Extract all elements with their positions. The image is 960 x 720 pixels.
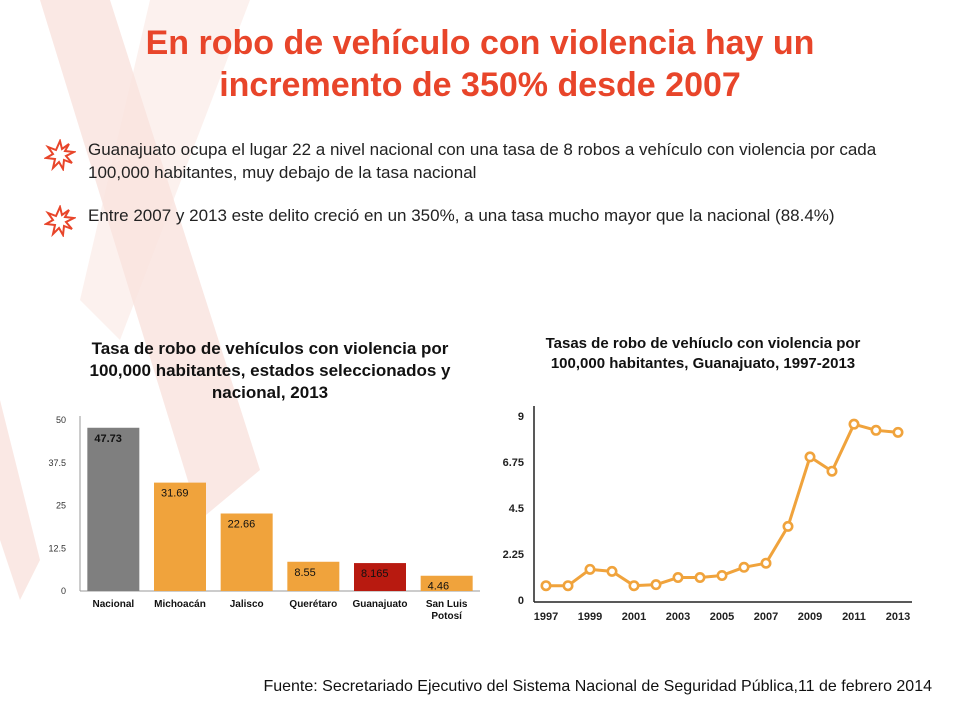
data-point [848,418,860,430]
y-tick-label: 50 [56,415,66,425]
data-point [694,572,706,584]
data-point [804,451,816,463]
x-category-label: Jalisco [230,599,264,610]
x-tick-label: 2007 [754,611,778,623]
data-point [826,465,838,477]
bullet-text: Guanajuato ocupa el lugar 22 a nivel nac… [88,140,877,182]
source-note: Fuente: Secretariado Ejecutivo del Siste… [263,678,932,695]
bar-value-label: 8.55 [294,567,315,579]
data-point [782,520,794,532]
bar-value-label: 47.73 [94,433,122,445]
data-point [650,579,662,591]
bullet-text: Entre 2007 y 2013 este delito creció en … [88,206,835,225]
y-tick-label: 2.25 [503,549,524,561]
data-point [628,580,640,592]
y-tick-label: 0 [518,595,524,607]
y-tick-label: 37.5 [48,458,66,468]
bullet-item: Entre 2007 y 2013 este delito creció en … [44,204,884,237]
x-category-label: San Luis [426,599,468,610]
x-category-label: Potosí [431,611,463,620]
series-line [546,422,899,588]
data-point [738,561,750,573]
y-tick-label: 4.5 [509,503,524,515]
bar-value-label: 22.66 [228,519,256,531]
x-tick-label: 1999 [578,611,602,623]
data-point [672,572,684,584]
line-chart-plot: 0 2.25 4.5 6.75 9 1997 1999 2001 2003 2005 2007 200… [503,406,912,623]
x-category-label: Guanajuato [352,599,407,610]
x-tick-label: 2013 [886,611,910,623]
x-category-label: Michoacán [154,599,206,610]
bar-value-label: 31.69 [161,488,189,500]
bar [220,513,273,591]
y-tick-label: 25 [56,501,66,511]
data-point [716,569,728,581]
x-tick-label: 2003 [666,611,690,623]
x-tick-label: 2005 [710,611,734,623]
sparkle-burst-icon [44,139,76,171]
y-tick-label: 9 [518,411,524,423]
data-point [540,580,552,592]
x-tick-label: 2001 [622,611,646,623]
y-tick-label: 12.5 [48,543,66,553]
bullet-list: Guanajuato ocupa el lugar 22 a nivel nac… [44,138,884,257]
y-tick-label: 0 [61,586,66,596]
bar-chart: Tasa de robo de vehículos con violencia … [30,328,490,620]
bar [287,561,340,591]
line-chart-title: Tasas de robo de vehíuclo con violencia … [545,335,861,372]
x-tick-label: 1997 [534,611,558,623]
data-point [584,563,596,575]
x-category-label: Querétaro [289,599,337,610]
page-title: En robo de vehículo con violencia hay un… [145,24,815,104]
bar [354,563,406,591]
sparkle-burst-icon [44,205,76,237]
x-tick-label: 2011 [842,611,866,623]
x-tick-label: 2009 [798,611,822,623]
bar [87,427,140,591]
data-point [892,426,904,438]
y-tick-label: 6.75 [503,457,524,469]
data-point [562,580,574,592]
data-point [606,565,618,577]
line-chart: Tasas de robo de vehíuclo con violencia … [498,326,918,628]
bullet-item: Guanajuato ocupa el lugar 22 a nivel nac… [44,138,884,184]
data-point [760,557,772,569]
bar-value-label: 4.46 [428,581,449,593]
data-point [870,424,882,436]
bar-chart-plot: 0 12.5 25 37.5 50 47.73 Nacional 31.69 Michoacán… [48,415,480,620]
x-category-label: Nacional [92,599,134,610]
bar [420,575,473,591]
bar-value-label: 8.165 [361,568,389,580]
